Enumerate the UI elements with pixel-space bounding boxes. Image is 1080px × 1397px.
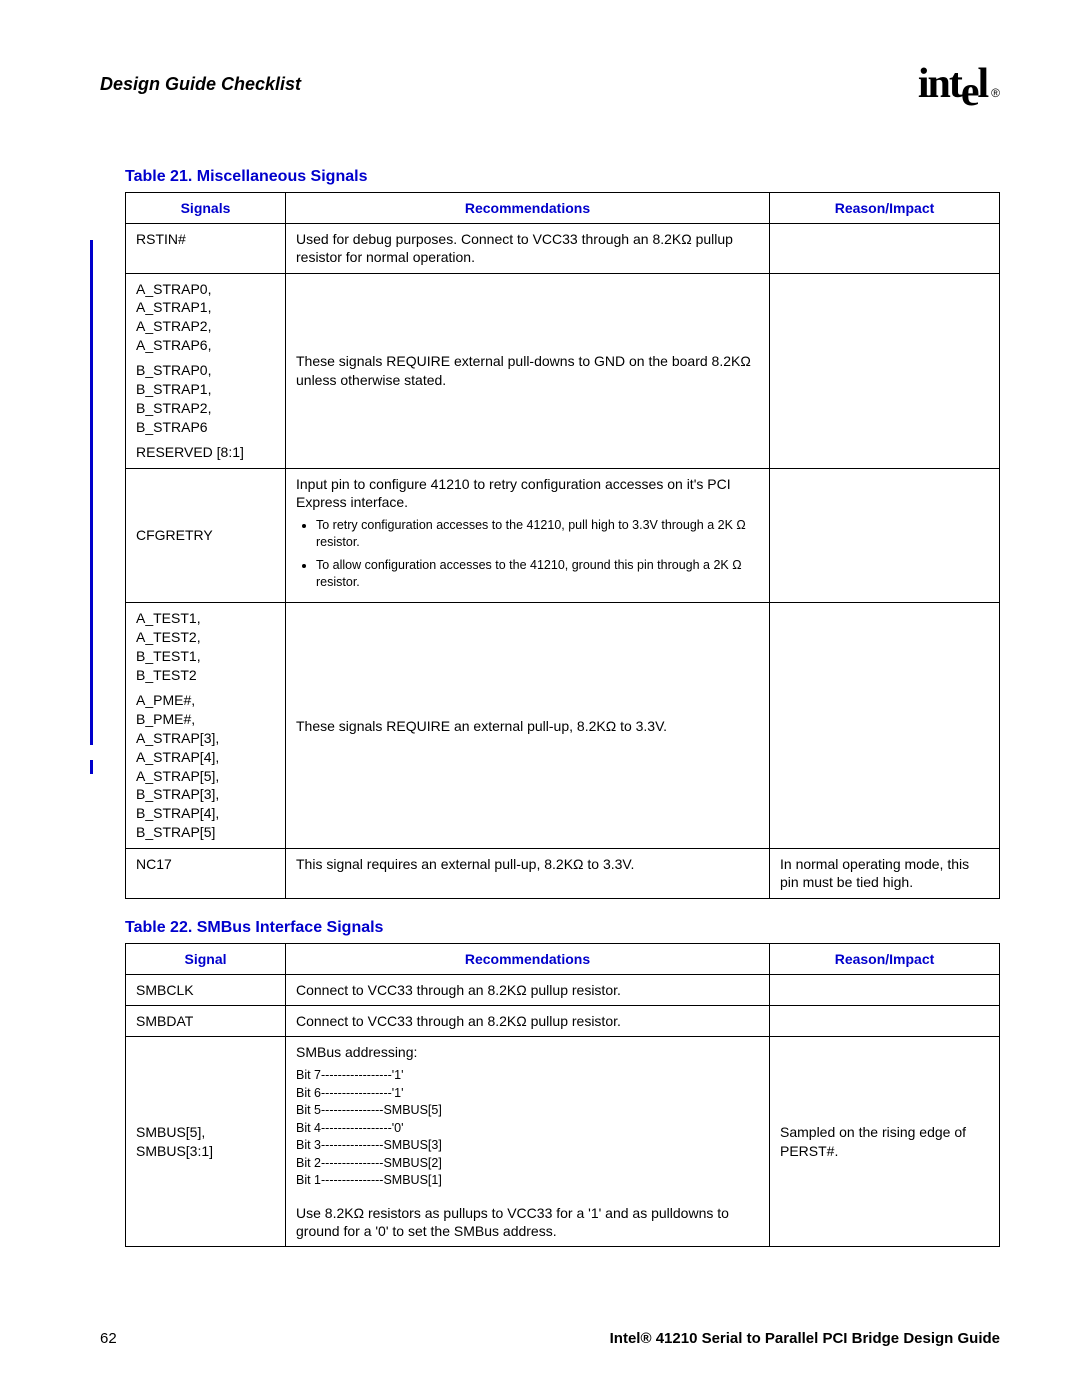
reason-cell: Sampled on the rising edge of PERST#.	[770, 1037, 1000, 1247]
col-signals: Signals	[126, 193, 286, 224]
signal-cell: SMBCLK	[126, 974, 286, 1005]
recommendation-cell: Input pin to configure 41210 to retry co…	[286, 468, 770, 603]
signal-cell: NC17	[126, 849, 286, 898]
page-footer: 62 Intel® 41210 Serial to Parallel PCI B…	[100, 1330, 1000, 1347]
recommendation-cell: Used for debug purposes. Connect to VCC3…	[286, 224, 770, 273]
signal-cell: SMBUS[5], SMBUS[3:1]	[126, 1037, 286, 1247]
table-22-title: Table 22. SMBus Interface Signals	[125, 919, 1000, 937]
table-row: SMBUS[5], SMBUS[3:1] SMBus addressing: B…	[126, 1037, 1000, 1247]
recommendation-cell: Connect to VCC33 through an 8.2KΩ pullup…	[286, 974, 770, 1005]
signal-cell: RSTIN#	[126, 224, 286, 273]
table-21: Signals Recommendations Reason/Impact RS…	[125, 192, 1000, 899]
col-recommendations: Recommendations	[286, 943, 770, 974]
reason-cell	[770, 224, 1000, 273]
recommendation-cell: SMBus addressing: Bit 7-----------------…	[286, 1037, 770, 1247]
section-title: Design Guide Checklist	[100, 74, 301, 95]
revision-bar	[90, 240, 93, 745]
recommendation-cell: Connect to VCC33 through an 8.2KΩ pullup…	[286, 1005, 770, 1036]
revision-bar	[90, 760, 93, 774]
table-22: Signal Recommendations Reason/Impact SMB…	[125, 943, 1000, 1248]
registered-mark: ®	[991, 86, 1000, 100]
table-header-row: Signals Recommendations Reason/Impact	[126, 193, 1000, 224]
intel-logo: intel ®	[918, 60, 1000, 108]
signal-cell: A_STRAP0, A_STRAP1, A_STRAP2, A_STRAP6, …	[126, 273, 286, 468]
reason-cell	[770, 468, 1000, 603]
reason-cell	[770, 603, 1000, 849]
table-row: SMBDAT Connect to VCC33 through an 8.2KΩ…	[126, 1005, 1000, 1036]
reason-cell: In normal operating mode, this pin must …	[770, 849, 1000, 898]
col-signal: Signal	[126, 943, 286, 974]
table-row: SMBCLK Connect to VCC33 through an 8.2KΩ…	[126, 974, 1000, 1005]
signal-cell: CFGRETRY	[126, 468, 286, 603]
reason-cell	[770, 974, 1000, 1005]
col-recommendations: Recommendations	[286, 193, 770, 224]
table-row: CFGRETRY Input pin to configure 41210 to…	[126, 468, 1000, 603]
table-21-title: Table 21. Miscellaneous Signals	[125, 168, 1000, 186]
recommendation-cell: These signals REQUIRE an external pull-u…	[286, 603, 770, 849]
signal-cell: SMBDAT	[126, 1005, 286, 1036]
table-row: A_STRAP0, A_STRAP1, A_STRAP2, A_STRAP6, …	[126, 273, 1000, 468]
reason-cell	[770, 273, 1000, 468]
signal-cell: A_TEST1, A_TEST2, B_TEST1, B_TEST2 A_PME…	[126, 603, 286, 849]
col-reason: Reason/Impact	[770, 193, 1000, 224]
recommendation-cell: This signal requires an external pull-up…	[286, 849, 770, 898]
table-header-row: Signal Recommendations Reason/Impact	[126, 943, 1000, 974]
table-row: RSTIN# Used for debug purposes. Connect …	[126, 224, 1000, 273]
table-row: A_TEST1, A_TEST2, B_TEST1, B_TEST2 A_PME…	[126, 603, 1000, 849]
table-row: NC17 This signal requires an external pu…	[126, 849, 1000, 898]
page-number: 62	[100, 1330, 117, 1347]
page-header: Design Guide Checklist intel ®	[100, 60, 1000, 108]
document-title: Intel® 41210 Serial to Parallel PCI Brid…	[610, 1330, 1000, 1347]
recommendation-cell: These signals REQUIRE external pull-down…	[286, 273, 770, 468]
reason-cell	[770, 1005, 1000, 1036]
col-reason: Reason/Impact	[770, 943, 1000, 974]
